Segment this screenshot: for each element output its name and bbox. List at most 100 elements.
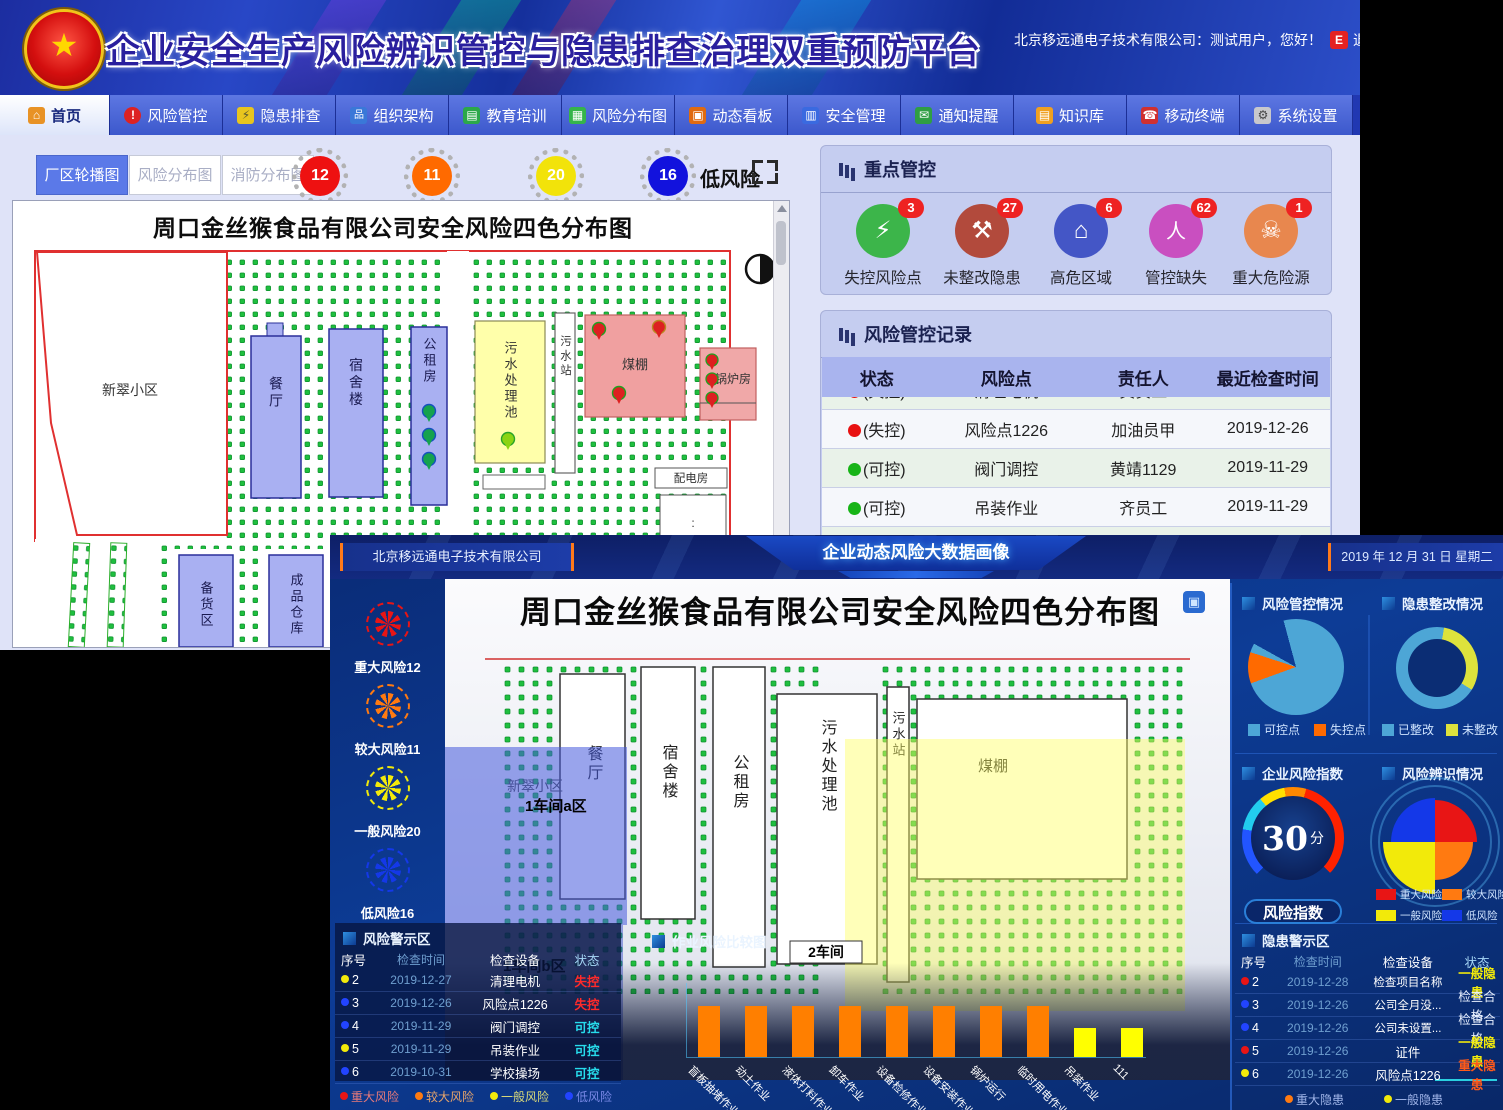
badge-larger-risk[interactable]: 11 (404, 148, 460, 204)
svg-text:公租房: 公租房 (422, 337, 437, 385)
risk-alert-panel: 风险警示区 序号 检查时间 检查设备 状态 2 2019-12-27 清理电机 … (335, 923, 621, 1084)
area-sewage-station[interactable]: 污水站 (886, 686, 910, 983)
control-pie-chart[interactable] (1248, 619, 1344, 715)
stat-unrectified-hazards[interactable]: 27 未整改隐患 (934, 198, 1030, 288)
nav-tab-dynamic-board[interactable]: 动态看板 (675, 95, 788, 135)
risk-marker-green[interactable] (421, 427, 437, 447)
logout-icon: E (1330, 31, 1348, 49)
badge-major-risk[interactable]: 12 (292, 148, 348, 204)
risk-marker-yellow-green[interactable] (500, 431, 516, 451)
stat-control-missing[interactable]: 62 管控缺失 (1128, 198, 1224, 288)
rectify-donut-chart[interactable] (1396, 627, 1478, 709)
risk-marker-green[interactable] (421, 403, 437, 423)
badge-low-risk[interactable]: 16 (640, 148, 696, 204)
bar-111[interactable] (1121, 1028, 1143, 1057)
stat-high-danger-areas[interactable]: 6 高危区域 (1033, 198, 1129, 288)
nav-tab-system-settings[interactable]: 系统设置 (1240, 95, 1353, 135)
tools-icon: 27 (955, 198, 1023, 258)
area-dormitory[interactable]: 宿舍楼 (640, 666, 696, 920)
svg-text:餐厅: 餐厅 (268, 376, 284, 410)
risk-marker-red[interactable] (705, 391, 719, 408)
svg-text:公租房: 公租房 (731, 754, 750, 811)
stat-out-of-control-points[interactable]: 3 失控风险点 (835, 198, 931, 288)
nav-tab-safety-management[interactable]: 安全管理 (788, 95, 901, 135)
area-canteen[interactable]: 餐厅 (250, 322, 302, 499)
control-pie-legend: 可控点 失控点 (1248, 721, 1366, 739)
panel-tag-icon (1242, 933, 1255, 947)
bar-hoisting[interactable] (1074, 1028, 1096, 1057)
nav-tab-risk-control[interactable]: 风险管控 (110, 95, 223, 135)
bar-earthwork[interactable] (745, 1006, 767, 1057)
identify-quadrant-chart[interactable] (1370, 775, 1500, 907)
nav-tab-mobile-terminal[interactable]: 移动终端 (1127, 95, 1240, 135)
table-row[interactable]: 4 2019-12-26 公司未设置... 检查合格 (1235, 1013, 1500, 1046)
nav-tab-hazard-inspection[interactable]: 隐患排查 (223, 95, 336, 135)
control-panel-title-row: 风险管控情况 (1242, 593, 1343, 613)
dashboard-map-expand-icon[interactable]: ▣ (1183, 591, 1205, 613)
panel-chart-icon (839, 162, 843, 176)
bar-liquid-feeding[interactable] (792, 1006, 814, 1057)
notification-icon (915, 106, 933, 124)
risk-alert-header: 序号 检查时间 检查设备 状态 (341, 952, 600, 968)
bar-temp-electricity[interactable] (1027, 1006, 1049, 1057)
logout-button[interactable]: E 退出 (1330, 30, 1360, 50)
bar-boiler-operation[interactable] (980, 1006, 1002, 1057)
table-row[interactable]: 2 2019-12-27 清理电机 失控 (335, 969, 621, 992)
table-row[interactable]: (失控) 风险点1226 加油员甲 2019-12-26 (822, 410, 1330, 449)
risk-marker-red[interactable] (651, 319, 667, 339)
table-row[interactable]: 4 2019-11-29 阀门调控 可控 (335, 1015, 621, 1038)
area-sewage-pool[interactable]: 污水处理池 (776, 693, 878, 965)
workshop1a-label: 1车间a区 (525, 797, 587, 815)
area-finished-warehouse[interactable]: 成品仓库 (263, 549, 329, 647)
nav-tab-education[interactable]: 教育培训 (449, 95, 562, 135)
dashboard-header: 北京移远通电子技术有限公司 企业动态风险大数据画像 2019 年 12 月 31… (330, 535, 1503, 579)
table-row[interactable]: 3 2019-12-26 风险点1226 失控 (335, 992, 621, 1015)
area-coal-shed[interactable]: 煤棚 (916, 698, 1128, 880)
risk-marker-red[interactable] (705, 372, 719, 389)
area-dormitory[interactable]: 宿舍楼 (328, 328, 384, 498)
area-sewage-station[interactable]: 污水站 (554, 312, 576, 474)
bar-blind-plate[interactable] (698, 1006, 720, 1057)
nav-tab-org-structure[interactable]: 组织架构 (336, 95, 449, 135)
job-chart-title: 作业风险比较图 (672, 935, 767, 950)
overlay-workshop-1a[interactable] (445, 747, 627, 925)
stat-major-danger-sources[interactable]: 1 重大危险源 (1223, 198, 1319, 288)
key-control-panel: 重点管控 3 失控风险点 27 未整改隐患 6 高危区域 62 管控缺失 1 重… (820, 145, 1332, 295)
risk-index-button[interactable]: 风险指数 (1244, 899, 1342, 924)
table-row[interactable]: (可控) 阀门调控 黄靖1129 2019-11-29 (822, 449, 1330, 488)
badge-general-risk[interactable]: 20 (528, 148, 584, 204)
table-row[interactable]: (失控) 清理电机 黄贵工 2019-12-27 (822, 397, 1330, 410)
risk-marker-red[interactable] (591, 321, 607, 341)
table-row[interactable]: 5 2019-11-29 吊装作业 可控 (335, 1038, 621, 1061)
education-icon (463, 106, 481, 124)
table-row[interactable]: 6 2019-10-31 学校操场 可控 (335, 1061, 621, 1084)
stat-low-risk[interactable]: 低风险16 (330, 843, 445, 922)
viewer-tab-factory-carousel[interactable]: 厂区轮播图 (36, 155, 128, 195)
risk-marker-green[interactable] (421, 451, 437, 471)
risk-marker-red[interactable] (705, 353, 719, 370)
nav-tab-knowledge-base[interactable]: 知识库 (1014, 95, 1127, 135)
nav-tab-home[interactable]: 首页 (0, 95, 110, 135)
svg-text:宿舍楼: 宿舍楼 (660, 744, 679, 801)
bar-unloading[interactable] (839, 1006, 861, 1057)
stat-general-risk[interactable]: 一般风险20 (330, 761, 445, 840)
bar-equipment-install[interactable] (933, 1006, 955, 1057)
risk-marker-red[interactable] (611, 385, 627, 405)
stat-major-risk[interactable]: 重大风险12 (330, 597, 445, 676)
viewer-tab-risk-map[interactable]: 风险分布图 (129, 155, 221, 195)
fullscreen-expand-icon[interactable] (752, 160, 778, 184)
mobile-terminal-icon (1141, 106, 1159, 124)
area-stock[interactable]: 备货区 (173, 549, 239, 647)
home-icon (27, 106, 45, 124)
nav-tab-notification[interactable]: 通知提醒 (901, 95, 1014, 135)
table-row[interactable]: 6 2019-12-26 风险点1226 重大隐患 (1235, 1059, 1500, 1092)
table-row[interactable]: 2 2019-12-28 检查项目名称 一般隐患 (1235, 967, 1500, 1000)
area-public-housing[interactable]: 公租房 (712, 666, 766, 968)
table-row[interactable]: (可控) 吊装作业 齐员工 2019-11-29 (822, 488, 1330, 527)
nav-tab-risk-map[interactable]: 风险分布图 (562, 95, 675, 135)
bar-equipment-repair[interactable] (886, 1006, 908, 1057)
table-row[interactable]: 3 2019-12-26 公司全月没... 检查合格 (1235, 990, 1500, 1023)
stat-larger-risk[interactable]: 较大风险11 (330, 679, 445, 758)
area-residential[interactable]: 新翠小区 (35, 251, 228, 536)
table-row[interactable]: 5 2019-12-26 证件 一般隐患 (1235, 1036, 1500, 1069)
